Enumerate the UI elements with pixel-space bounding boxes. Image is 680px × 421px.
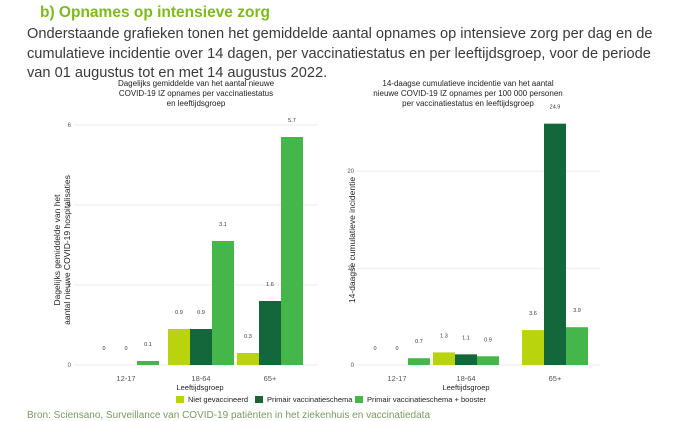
y-axis-label: aantal nieuwe COVID-19 hospitalisaties bbox=[62, 175, 72, 325]
legend-swatch bbox=[355, 396, 363, 403]
chart-title-line: Dagelijks gemiddelde van het aantal nieu… bbox=[118, 79, 275, 88]
bar bbox=[408, 358, 430, 365]
y-axis-label: Dagelijks gemiddelde van het bbox=[52, 194, 62, 306]
bar-value-label: 0.9 bbox=[175, 310, 183, 316]
bar-value-label: 0.9 bbox=[197, 310, 205, 316]
bar-value-label: 0.1 bbox=[144, 342, 152, 348]
bar-value-label: 0.9 bbox=[484, 337, 492, 343]
bar-value-label: 3.9 bbox=[573, 308, 581, 314]
intro-paragraph: Onderstaande grafieken tonen het gemidde… bbox=[27, 26, 653, 81]
bar-value-label: 0 bbox=[395, 346, 398, 352]
bar-value-label: 0.7 bbox=[415, 339, 423, 345]
y-tick-label: 0 bbox=[68, 363, 72, 369]
x-tick-label: 65+ bbox=[264, 374, 277, 383]
x-tick-label: 18-64 bbox=[191, 374, 210, 383]
source-footer: Bron: Sciensano, Surveillance van COVID-… bbox=[27, 410, 431, 421]
y-tick-label: 20 bbox=[347, 169, 354, 175]
bar bbox=[544, 123, 566, 366]
legend-swatch bbox=[176, 396, 184, 403]
bar-value-label: 3.1 bbox=[219, 222, 227, 228]
y-tick-label: 10 bbox=[347, 266, 354, 272]
bar bbox=[168, 329, 190, 365]
bar bbox=[190, 329, 212, 365]
x-axis-label: Leeftijdsgroep bbox=[442, 383, 489, 392]
bar bbox=[433, 352, 455, 365]
bar bbox=[477, 356, 499, 365]
bar-value-label: 3.6 bbox=[529, 311, 537, 317]
bar-value-label: 1.1 bbox=[462, 335, 470, 341]
y-tick-label: 4 bbox=[68, 203, 72, 209]
bar-value-label: 0 bbox=[102, 346, 105, 352]
bar bbox=[522, 330, 544, 365]
x-tick-label: 18-64 bbox=[456, 374, 475, 383]
legend-label: Niet gevaccineerd bbox=[188, 395, 248, 404]
y-tick-label: 2 bbox=[68, 283, 72, 289]
bar bbox=[281, 137, 303, 365]
bar-value-label: 5.7 bbox=[288, 118, 296, 124]
chart-title-line: nieuwe COVID-19 IZ opnames per 100 000 p… bbox=[373, 89, 562, 98]
chart-title-line: COVID-19 IZ opnames per vaccinatiestatus bbox=[119, 89, 273, 98]
bar-value-label: 1.6 bbox=[266, 282, 274, 288]
chart-title-line: per vaccinatiestatus en leeftijdsgroep bbox=[402, 99, 534, 108]
y-axis-label: 14-daagse cumulatieve incidentie bbox=[347, 177, 357, 303]
section-heading: b) Opnames op intensieve zorg bbox=[40, 4, 270, 21]
bar bbox=[455, 354, 477, 365]
bar bbox=[137, 361, 159, 365]
bar bbox=[566, 327, 588, 365]
legend-swatch bbox=[255, 396, 263, 403]
chart-title-line: 14-daagse cumulatieve incidentie van het… bbox=[382, 79, 553, 88]
bar bbox=[212, 241, 234, 365]
x-tick-label: 12-17 bbox=[116, 374, 135, 383]
bar bbox=[237, 353, 259, 365]
bar-value-label: 0 bbox=[124, 346, 127, 352]
legend-label: Primair vaccinatieschema + booster bbox=[367, 395, 487, 404]
y-tick-label: 0 bbox=[351, 363, 355, 369]
bar bbox=[259, 301, 281, 365]
x-tick-label: 12-17 bbox=[387, 374, 406, 383]
bar-value-label: 1.3 bbox=[440, 333, 448, 339]
bar-value-label: 24.9 bbox=[550, 105, 561, 111]
bar-value-label: 0.3 bbox=[244, 334, 252, 340]
x-tick-label: 65+ bbox=[549, 374, 562, 383]
bar-value-label: 0 bbox=[373, 346, 376, 352]
x-axis-label: Leeftijdsgroep bbox=[176, 383, 223, 392]
y-tick-label: 6 bbox=[68, 123, 72, 129]
legend-label: Primair vaccinatieschema bbox=[267, 395, 353, 404]
chart-title-line: en leeftijdsgroep bbox=[167, 99, 226, 108]
